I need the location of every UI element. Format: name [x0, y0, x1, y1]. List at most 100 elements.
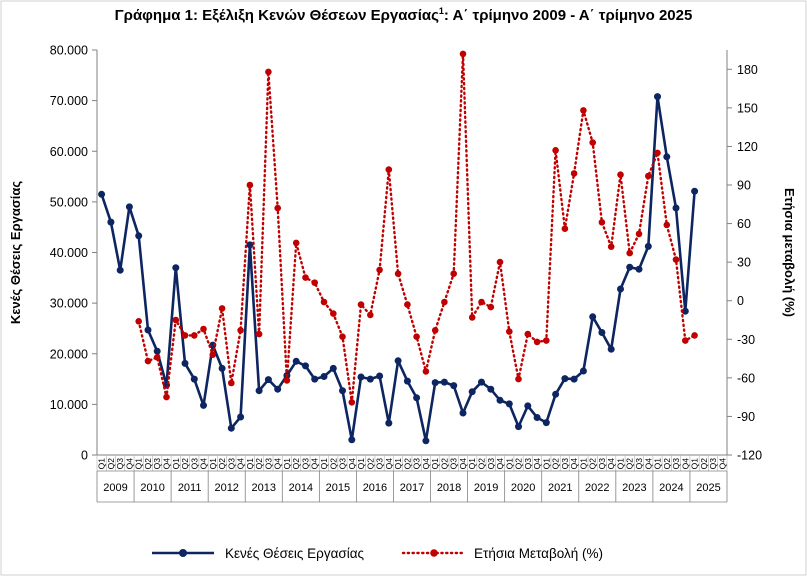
annual-change-point [283, 377, 291, 384]
quarter-tick-label: Q4 [680, 458, 690, 470]
vacancies-point [264, 376, 272, 384]
annual-change-point [561, 225, 569, 232]
quarter-tick-label: Q1 [134, 458, 144, 470]
vacancies-point [579, 367, 587, 375]
axes: 0 10.000 20.000 30.000 40.000 50.000 60.000 70.… [8, 44, 797, 503]
quarter-tick-label: Q4 [199, 458, 209, 470]
quarter-tick-label: Q2 [439, 458, 449, 470]
vacancies-point [135, 232, 143, 240]
vacancies-point [422, 437, 430, 445]
annual-change-point [302, 274, 309, 281]
legend-marker-vacancies [179, 549, 187, 557]
vacancies-point [626, 263, 634, 271]
annual-change-point [654, 149, 661, 157]
annual-change-point [552, 147, 559, 154]
quarter-tick-label: Q4 [569, 458, 579, 470]
quarter-tick-label: Q3 [412, 458, 422, 470]
vacancies-point [681, 307, 689, 315]
annual-change-point [645, 172, 652, 180]
right-tick-label: 150 [737, 101, 758, 115]
legend: Κενές Θέσεις Εργασίας Ετήσια Μεταβολή (%) [152, 546, 603, 561]
quarter-tick-label: Q1 [245, 458, 255, 470]
vacancies-point [589, 313, 597, 321]
quarter-tick-label: Q1 [97, 458, 107, 470]
chart-title-rest: : Α΄ τρίμηνο 2009 - Α΄ τρίμηνο 2025 [443, 7, 693, 24]
vacancies-point [181, 359, 189, 367]
vacancies-point [570, 375, 578, 383]
vacancies-point [617, 285, 624, 293]
vacancies-point [376, 372, 384, 380]
vacancies-point [116, 266, 124, 274]
annual-change-point [672, 256, 680, 263]
vacancies-point [431, 379, 439, 387]
right-tick-label: 90 [737, 179, 751, 193]
annual-change-point [191, 332, 198, 339]
vacancies-point [505, 400, 513, 408]
year-label: 2014 [289, 482, 313, 494]
annual-change-point [200, 325, 207, 333]
annual-change-point [163, 393, 170, 401]
vacancies-point [320, 373, 328, 380]
vacancies-point [598, 329, 606, 336]
quarter-tick-label: Q4 [347, 458, 357, 470]
vacancies-point [329, 364, 337, 372]
right-tick-label: 60 [737, 217, 751, 231]
quarter-tick-label: Q3 [486, 458, 496, 470]
right-tick-label: 180 [737, 63, 758, 77]
right-tick-label: 120 [737, 140, 758, 154]
annual-change-point [330, 310, 337, 317]
vacancies-point [348, 436, 356, 444]
annual-change-point [144, 357, 152, 365]
quarter-tick-label: Q2 [254, 458, 264, 470]
left-axis-title: Κενές Θέσεις Εργασίας [8, 181, 23, 324]
year-label: 2024 [659, 482, 683, 494]
vacancies-point [366, 375, 374, 383]
year-label: 2019 [474, 482, 498, 494]
annual-change-point [246, 181, 254, 189]
annual-change-point [274, 204, 282, 212]
quarter-tick-label: Q3 [189, 458, 199, 470]
annual-change-point [218, 305, 226, 312]
annual-change-point [468, 314, 476, 321]
quarter-tick-label: Q2 [625, 458, 635, 470]
vacancies-point [385, 419, 393, 427]
quarter-tick-label: Q2 [180, 458, 190, 470]
vacancies-point [533, 414, 541, 421]
year-label: 2010 [140, 482, 164, 494]
year-label: 2018 [437, 482, 461, 494]
annual-change-point [598, 219, 606, 226]
year-label: 2020 [511, 482, 535, 494]
vacancies-point [339, 387, 346, 395]
quarter-tick-label: Q1 [578, 458, 588, 470]
quarter-tick-label: Q2 [662, 458, 672, 470]
quarter-tick-label: Q1 [504, 458, 514, 470]
year-label: 2012 [214, 482, 238, 494]
annual-change-point [394, 270, 402, 278]
vacancies-point [274, 385, 282, 393]
annual-change-point [617, 171, 624, 178]
year-label: 2015 [326, 482, 350, 494]
vacancies-point [200, 401, 207, 409]
vacancies-point [125, 203, 133, 211]
annual-change-point [422, 368, 430, 375]
annual-change-point [404, 301, 411, 308]
quarter-tick-label: Q3 [338, 458, 348, 470]
year-label: 2023 [622, 482, 646, 494]
vacancies-line [100, 95, 696, 443]
vacancies-point [144, 326, 152, 334]
annual-change-point [607, 243, 615, 250]
quarter-tick-label: Q1 [319, 458, 329, 470]
annual-change-point [441, 298, 448, 306]
vacancies-point [302, 362, 309, 370]
quarter-tick-label: Q4 [384, 458, 394, 470]
vacancies-point [635, 265, 643, 273]
left-tick-label: 70.000 [50, 94, 88, 108]
vacancies-point [487, 385, 495, 393]
quarter-tick-label: Q4 [606, 458, 616, 470]
quarter-tick-label: Q2 [328, 458, 338, 470]
quarter-tick-label: Q3 [300, 458, 310, 470]
vacancies-point [218, 364, 226, 372]
quarter-tick-label: Q4 [310, 458, 320, 470]
quarter-tick-label: Q1 [282, 458, 292, 470]
